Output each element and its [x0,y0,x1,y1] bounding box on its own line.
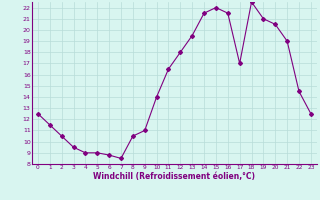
X-axis label: Windchill (Refroidissement éolien,°C): Windchill (Refroidissement éolien,°C) [93,172,255,181]
